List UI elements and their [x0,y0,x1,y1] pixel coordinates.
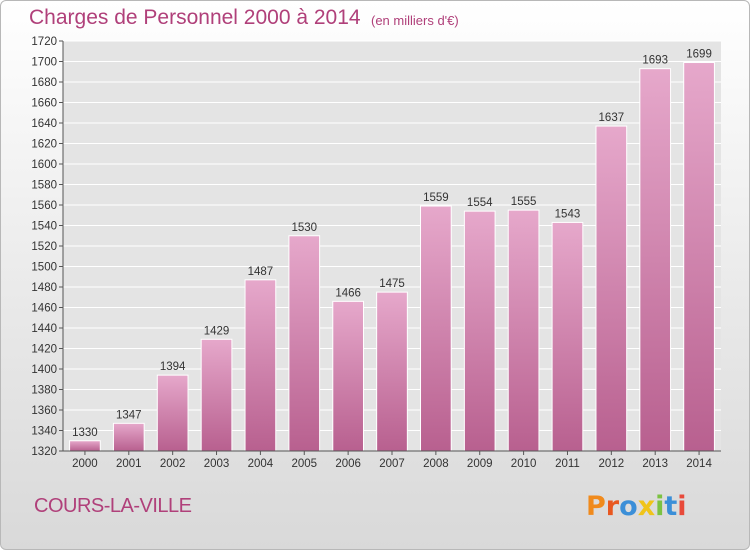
y-axis-tick-labels: 1320 1340 1360 1380 1400 1420 1440 1460 1480 1500… [31,36,63,458]
bar-2010 [507,209,540,452]
x-tick-label: 2014 [686,458,712,470]
y-tick-label: 1640 [31,118,57,130]
bar-2008 [420,205,452,452]
logo-letter: x [637,491,656,522]
x-tick-label: 2005 [291,458,317,470]
bar-2000 [69,440,101,452]
bars [69,62,715,452]
y-tick-label: 1480 [31,282,57,294]
data-label-2006: 1466 [335,287,361,299]
data-label-2014: 1699 [686,49,712,61]
x-tick-label: 2010 [511,458,537,470]
x-tick-label: 2011 [555,458,580,470]
chart-subtitle: (en milliers d'€) [371,13,459,28]
x-tick-label: 2003 [204,458,230,470]
y-tick-label: 1540 [31,221,57,233]
bar-2007 [376,291,408,452]
logo-letter: t [664,491,678,522]
bar-2002 [156,374,189,452]
bar-2011 [551,221,584,452]
y-tick-label: 1580 [31,180,57,192]
x-tick-label: 2012 [599,458,625,470]
y-tick-label: 1720 [31,36,57,48]
data-label-2004: 1487 [248,266,274,278]
data-label-2008: 1559 [423,192,449,204]
logo-letter: i [677,491,687,522]
y-tick-label: 1620 [31,139,57,151]
data-label-2002: 1394 [160,361,186,373]
data-label-2009: 1554 [467,197,493,209]
x-axis-tick-labels: 2000 2001 2002 2003 2004 2005 2006 2007 2008 2009… [72,451,712,470]
y-tick-label: 1500 [31,262,57,274]
logo-letter: i [655,491,665,522]
y-tick-label: 1660 [31,98,57,110]
y-tick-label: 1320 [31,446,57,458]
x-tick-label: 2007 [379,458,405,470]
x-tick-label: 2002 [160,458,186,470]
data-label-2001: 1347 [116,409,142,421]
logo-letter: r [605,491,620,522]
y-tick-label: 1420 [31,344,57,356]
data-label-2005: 1530 [291,222,317,234]
data-label-2000: 1330 [72,427,98,439]
data-label-2003: 1429 [204,325,230,337]
y-tick-label: 1400 [31,364,57,376]
bar-2004 [244,279,277,452]
y-tick-label: 1340 [31,426,57,438]
x-tick-label: 2008 [423,458,449,470]
y-tick-label: 1460 [31,303,57,315]
x-tick-label: 2004 [248,458,274,470]
x-tick-label: 2006 [335,458,361,470]
bar-2006 [332,300,364,452]
bar-2001 [112,422,145,452]
chart-title: Charges de Personnel 2000 à 2014 [29,6,361,29]
y-tick-label: 1520 [31,241,57,253]
y-tick-label: 1560 [31,200,57,212]
y-tick-label: 1680 [31,77,57,89]
bar-2005 [288,235,321,452]
data-label-2013: 1693 [642,55,668,67]
data-labels: 1330 1347 1394 1429 1487 1530 1466 1475 1559 1554… [72,49,712,439]
x-tick-label: 2009 [467,458,493,470]
proxiti-logo: Proxiti [586,491,687,522]
data-label-2011: 1543 [555,208,581,220]
bar-2003 [200,338,233,452]
data-label-2012: 1637 [599,112,625,124]
data-label-2007: 1475 [379,278,405,290]
bar-2013 [639,68,672,452]
bar-2014 [683,62,715,452]
y-tick-label: 1380 [31,385,57,397]
x-tick-label: 2000 [72,458,98,470]
commune-name: COURS-LA-VILLE [34,495,192,517]
bar-2009 [463,210,496,452]
y-tick-label: 1440 [31,323,57,335]
y-tick-label: 1360 [31,405,57,417]
y-tick-label: 1600 [31,159,57,171]
bar-2012 [595,125,628,452]
x-tick-label: 2013 [642,458,668,470]
x-tick-label: 2001 [116,458,142,470]
logo-letter: o [619,491,638,522]
logo-letter: P [586,491,606,522]
data-label-2010: 1555 [511,196,537,208]
y-tick-label: 1700 [31,57,57,69]
